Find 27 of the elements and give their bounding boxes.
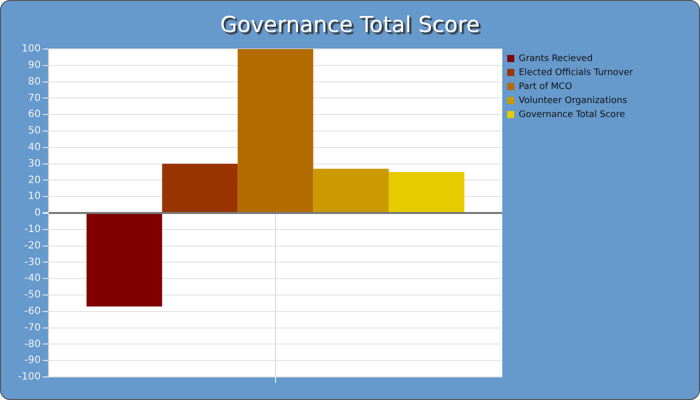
y-tick-label: -30 bbox=[24, 256, 41, 268]
y-tick-label: -70 bbox=[24, 322, 41, 334]
legend-label: Volunteer Organizations bbox=[518, 96, 628, 106]
y-tick-label: -100 bbox=[18, 372, 41, 383]
y-tick-label: 50 bbox=[28, 126, 41, 137]
y-tick-label: 40 bbox=[28, 142, 41, 153]
legend-label: Part of MCO bbox=[518, 82, 572, 92]
y-tick-label: -20 bbox=[24, 240, 41, 252]
y-tick-label: 90 bbox=[28, 60, 41, 71]
y-tick-label: 0 bbox=[34, 208, 41, 219]
y-tick-label: 70 bbox=[28, 92, 41, 104]
y-tick-label: -90 bbox=[24, 355, 41, 366]
chart-title: Governance Total Score bbox=[219, 13, 481, 38]
y-tick-label: -10 bbox=[24, 224, 41, 235]
legend-label: Governance Total Score bbox=[518, 110, 626, 120]
y-tick-label: -50 bbox=[24, 290, 41, 301]
y-tick-label: 10 bbox=[28, 191, 41, 202]
legend-label: Grants Recieved bbox=[518, 54, 593, 64]
y-tick-label: -40 bbox=[24, 273, 41, 284]
y-tick-label: -60 bbox=[24, 306, 41, 317]
y-tick-label: 20 bbox=[28, 174, 41, 186]
y-tick-label: 100 bbox=[22, 44, 41, 55]
y-tick-label: -80 bbox=[24, 338, 41, 350]
legend-label: Elected Officials Turnover bbox=[518, 68, 634, 78]
y-tick-label: 30 bbox=[28, 158, 41, 170]
y-tick-label: 80 bbox=[28, 76, 41, 88]
y-tick-label: 60 bbox=[28, 109, 41, 120]
